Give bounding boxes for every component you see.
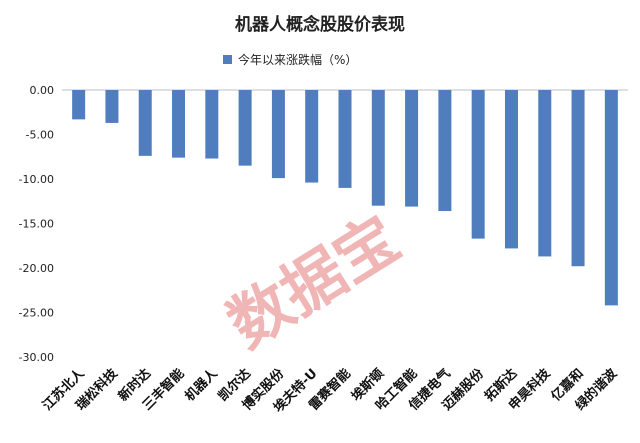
y-tick-label: -10.00 [19,173,54,186]
y-tick-label: -5.00 [26,129,54,142]
x-axis-labels: 江苏北人瑞松科技新时达三丰智能机器人凯尔达博实股份埃夫特-U雷赛智能埃斯顿哈工智… [39,365,620,416]
y-tick-label: -30.00 [19,351,54,364]
y-axis: 0.00 -5.00 -10.00 -15.00 -20.00 -25.00 -30.00 [19,84,54,364]
bar [371,90,385,206]
y-tick-label: -15.00 [19,218,54,231]
bar [538,90,552,257]
bar [504,90,518,249]
chart-title: 机器人概念股股价表现 [235,14,405,35]
bar [604,90,618,306]
legend: 今年以来涨跌幅（%） [223,52,357,67]
y-tick-label: -20.00 [19,262,54,275]
watermark: 数据宝 [215,202,411,362]
bar [172,90,186,158]
bars [72,90,618,306]
bar [471,90,485,239]
bar [571,90,585,267]
bar [338,90,352,188]
bar [238,90,252,166]
bar [438,90,452,212]
bar [271,90,285,179]
bar [105,90,119,123]
y-tick-label: -25.00 [19,307,54,320]
legend-swatch [223,55,232,64]
legend-label: 今年以来涨跌幅（%） [238,52,357,67]
bar [205,90,219,159]
bar [72,90,86,120]
x-tick-label: 机器人 [182,365,222,405]
y-tick-label: 0.00 [30,84,55,97]
bar [305,90,319,183]
bar [405,90,419,207]
bar [138,90,152,156]
